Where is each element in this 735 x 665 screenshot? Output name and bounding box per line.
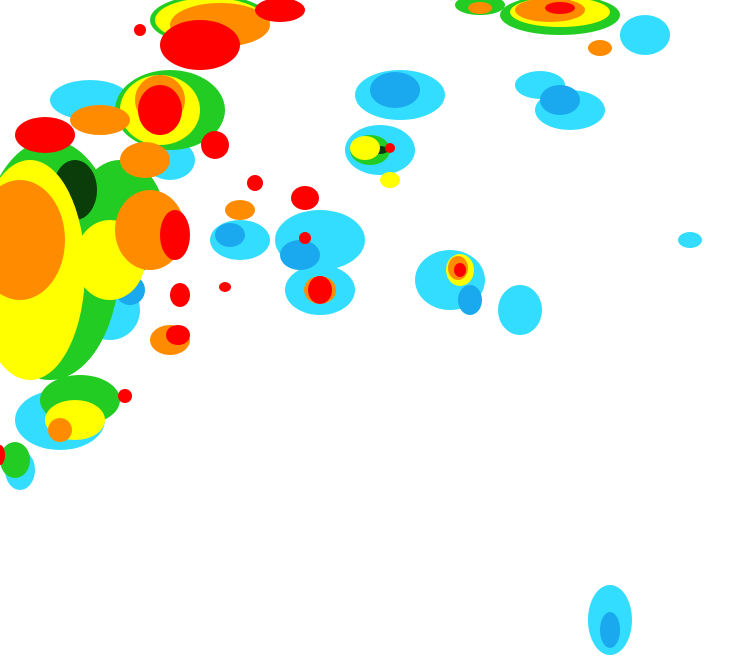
echo-blue — [370, 72, 420, 108]
echo-orange — [0, 180, 65, 300]
echo-light_blue — [498, 285, 542, 335]
echo-orange — [120, 142, 170, 178]
echo-red — [160, 20, 240, 70]
echo-red — [545, 2, 575, 14]
echo-red — [385, 143, 395, 153]
echo-orange — [225, 200, 255, 220]
echo-light_blue — [620, 15, 670, 55]
echo-red — [166, 325, 190, 345]
echo-red — [299, 232, 311, 244]
echo-red — [0, 445, 5, 465]
echo-yellow — [380, 172, 400, 188]
echo-light_blue — [678, 232, 702, 248]
echo-red — [15, 117, 75, 153]
echo-blue — [458, 285, 482, 315]
echo-red — [291, 186, 319, 210]
echo-orange — [588, 40, 612, 56]
echo-blue — [280, 240, 320, 270]
echo-blue — [540, 85, 580, 115]
echo-orange — [70, 105, 130, 135]
echo-red — [138, 85, 182, 135]
echo-red — [255, 0, 305, 22]
echo-yellow — [350, 136, 380, 160]
echo-red — [247, 175, 263, 191]
echo-red — [201, 131, 229, 159]
echo-red — [308, 276, 332, 304]
echo-red — [118, 389, 132, 403]
echo-red — [160, 210, 190, 260]
echo-red — [134, 24, 146, 36]
echo-blue — [215, 223, 245, 247]
echo-green — [0, 442, 30, 478]
echo-orange — [468, 2, 492, 14]
echo-blue — [600, 612, 620, 648]
echo-red — [170, 283, 190, 307]
echo-red — [454, 263, 466, 277]
echo-red — [219, 282, 231, 292]
echo-orange — [48, 418, 72, 442]
